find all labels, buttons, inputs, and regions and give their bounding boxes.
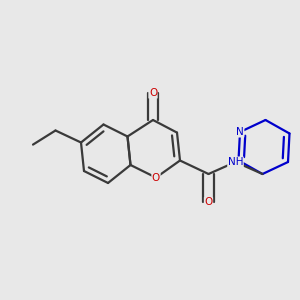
Text: O: O bbox=[152, 172, 160, 183]
Text: O: O bbox=[204, 197, 213, 208]
Text: NH: NH bbox=[228, 157, 243, 167]
Text: N: N bbox=[236, 127, 244, 137]
Text: O: O bbox=[149, 88, 157, 98]
